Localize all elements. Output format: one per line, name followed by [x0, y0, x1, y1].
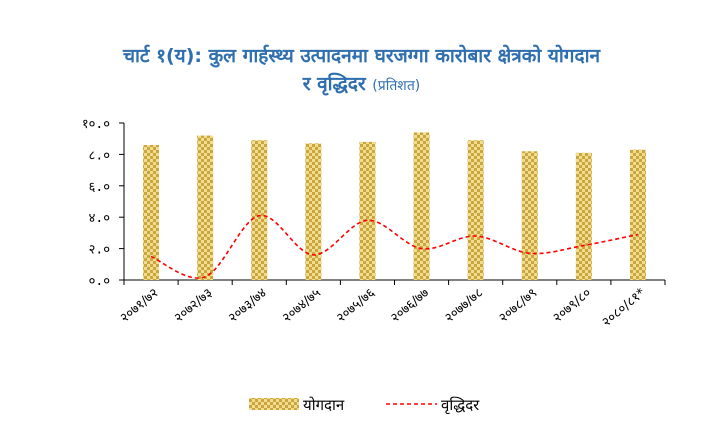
growth-rate-line — [150, 214, 639, 279]
bar — [413, 132, 430, 280]
y-tick-label: २.० — [89, 243, 110, 258]
line-series — [150, 214, 639, 279]
y-tick-label: ८.० — [89, 148, 110, 163]
bar — [467, 140, 484, 280]
x-tick-label: २०७१/७२ — [118, 286, 162, 326]
chart-title-part2: र वृद्धिदर — [302, 73, 366, 95]
bar — [575, 152, 592, 280]
y-tick-label: ०.० — [89, 274, 110, 289]
x-tick-label: २०७९/८० — [550, 286, 594, 326]
legend-label-bar: योगदान — [303, 396, 345, 414]
bar — [359, 141, 376, 280]
chart-unit: (प्रतिशत) — [372, 78, 421, 94]
x-axis-ticks: २०७१/७२ २०७२/७३ २०७३/७४ २०७४/७५ २०७५/७६ २०७६/… — [118, 280, 666, 330]
legend: योगदान वृद्धिदर — [249, 396, 480, 415]
x-tick-label: २०८०/८१* — [599, 285, 648, 330]
bar — [197, 135, 214, 280]
y-tick-label: ६.० — [89, 180, 110, 195]
bar — [305, 143, 322, 280]
x-tick-label: २०७३/७४ — [226, 285, 270, 326]
x-tick-label: २०७८/७९ — [496, 286, 540, 326]
x-tick-label: २०७६/७७ — [388, 285, 432, 326]
legend-label-line: वृद्धिदर — [441, 396, 480, 415]
legend-swatch-bar — [249, 398, 299, 410]
bar — [251, 140, 268, 280]
chart-title-line2: र वृद्धिदर (प्रतिशत) — [0, 72, 723, 98]
bar-series — [143, 132, 646, 280]
y-tick-label: ४.० — [89, 211, 110, 226]
bar — [629, 149, 646, 280]
x-tick-label: २०७२/७३ — [172, 286, 216, 326]
bar — [143, 144, 160, 280]
bar — [521, 151, 538, 280]
y-tick-label: १०.० — [82, 117, 110, 132]
chart-title: चार्ट १(य): कुल गार्हस्थ्य उत्पादनमा घरज… — [122, 45, 601, 67]
x-tick-label: २०७५/७६ — [334, 285, 378, 326]
x-tick-label: २०७४/७५ — [280, 285, 324, 326]
x-tick-label: २०७७/७८ — [442, 285, 486, 326]
y-axis-ticks: ०.० २.० ४.० ६.० ८.० १०.० — [82, 117, 124, 289]
